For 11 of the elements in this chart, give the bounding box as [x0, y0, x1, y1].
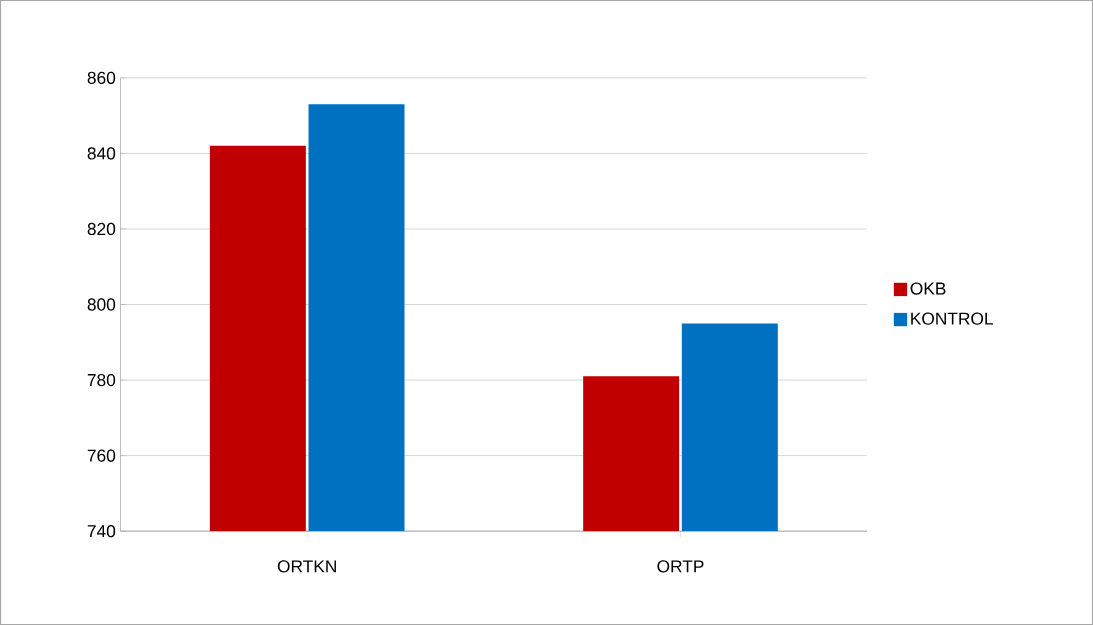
y-tick-label: 820 — [87, 222, 116, 236]
legend-label: OKB — [910, 282, 946, 295]
legend-label: KONTROL — [911, 312, 994, 325]
y-tick-label: 740 — [87, 525, 116, 538]
x-tick-label: ORTKN — [277, 560, 336, 573]
y-tick-label: 860 — [87, 71, 116, 84]
y-tick-label: 840 — [87, 147, 116, 160]
y-tick-label: 760 — [87, 449, 116, 462]
x-tick-label: ORTP — [657, 560, 704, 573]
y-tick-label: 780 — [87, 373, 116, 387]
y-tick-label: 800 — [87, 298, 116, 311]
